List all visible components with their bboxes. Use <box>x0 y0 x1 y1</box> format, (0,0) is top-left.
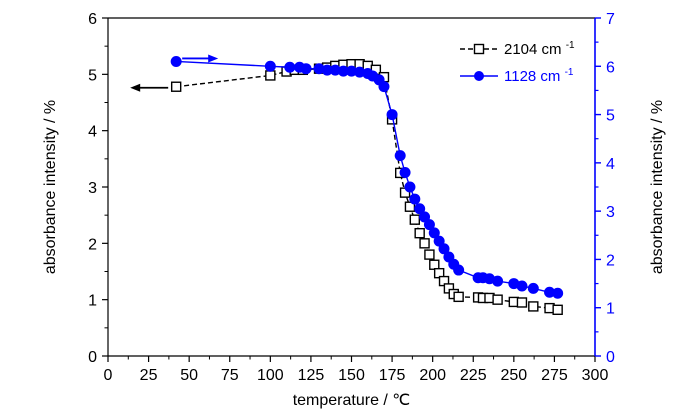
y-right-tick-label: 5 <box>606 108 615 125</box>
x-tick-label: 100 <box>257 367 284 384</box>
y-left-tick-label: 0 <box>88 349 97 366</box>
data-point-circle <box>516 280 528 292</box>
arrow-right-axis-head <box>208 54 219 63</box>
y-right-tick-label: 7 <box>606 11 615 28</box>
data-point-circle <box>399 167 411 179</box>
x-tick-label: 0 <box>104 367 113 384</box>
series-layer <box>170 55 564 316</box>
y-axis-title-left: absorbance intensity / % <box>42 100 59 274</box>
data-point-circle <box>453 264 465 276</box>
data-point-square <box>265 70 276 81</box>
data-point-circle <box>419 211 431 223</box>
data-point-square <box>528 301 539 312</box>
x-tick-label: 150 <box>338 367 365 384</box>
x-tick-label: 50 <box>180 367 198 384</box>
legend-label-1: 1128 cm -1 <box>504 67 574 85</box>
y-left-tick-label: 5 <box>88 67 97 84</box>
legend-label-0: 2104 cm -1 <box>504 40 575 58</box>
x-tick-label: 175 <box>379 367 406 384</box>
data-point-square <box>419 238 430 249</box>
y-right-tick-label: 3 <box>606 204 615 221</box>
arrow-left-axis-head <box>130 83 141 92</box>
y-left-tick-label: 1 <box>88 293 97 310</box>
x-tick-label: 275 <box>541 367 568 384</box>
data-point-square <box>516 297 528 308</box>
x-tick-label: 75 <box>221 367 239 384</box>
data-point-square <box>414 227 425 239</box>
data-point-circle <box>300 63 312 75</box>
data-point-circle <box>394 150 406 162</box>
data-point-circle <box>264 60 276 72</box>
x-tick-label: 200 <box>419 367 446 384</box>
y-left-tick-label: 6 <box>88 11 97 28</box>
data-point-circle <box>433 235 445 247</box>
data-point-circle <box>552 287 564 299</box>
series-line-0 <box>176 63 558 311</box>
data-point-square <box>429 259 440 270</box>
data-point-square <box>170 81 182 92</box>
x-tick-label: 300 <box>582 367 609 384</box>
data-point-square <box>409 214 421 225</box>
data-point-circle <box>386 109 398 121</box>
y-right-tick-label: 0 <box>606 349 615 366</box>
x-tick-label: 25 <box>140 367 158 384</box>
legend-marker-square <box>473 43 485 55</box>
data-point-circle <box>438 243 450 255</box>
arrows-layer <box>130 54 219 92</box>
data-point-square <box>404 201 416 212</box>
y-left-tick-label: 4 <box>88 124 97 141</box>
legend: 2104 cm -1 1128 cm -1 <box>460 40 575 85</box>
data-point-square <box>492 294 503 305</box>
data-point-circle <box>378 81 390 93</box>
data-point-square <box>552 304 563 316</box>
data-point-square <box>453 291 464 303</box>
y-right-tick-label: 2 <box>606 252 615 269</box>
data-point-circle <box>404 181 416 193</box>
data-point-circle <box>423 219 435 231</box>
legend-marker-circle <box>474 71 484 81</box>
data-point-circle <box>170 55 182 67</box>
data-point-circle <box>527 282 539 294</box>
y-right-tick-label: 6 <box>606 59 615 76</box>
y-left-tick-label: 2 <box>88 236 97 253</box>
data-point-circle <box>414 203 426 215</box>
x-tick-label: 225 <box>460 367 487 384</box>
y-left-tick-label: 3 <box>88 180 97 197</box>
data-point-circle <box>409 193 421 205</box>
y-right-tick-label: 1 <box>606 301 615 318</box>
series-line-1 <box>176 60 558 294</box>
y-right-tick-label: 4 <box>606 156 615 173</box>
x-tick-label: 125 <box>298 367 325 384</box>
x-axis-title: temperature / ℃ <box>293 392 411 409</box>
y-axis-title-right: absorbance intensity / % <box>649 100 666 274</box>
axes: 0 25 50 75 100 125 150 175 200 225 250 275 300012345… <box>88 11 615 384</box>
x-tick-label: 250 <box>500 367 527 384</box>
data-point-circle <box>492 275 504 287</box>
data-point-circle <box>428 227 440 239</box>
data-point-circle <box>284 61 296 73</box>
data-point-square <box>424 249 435 260</box>
